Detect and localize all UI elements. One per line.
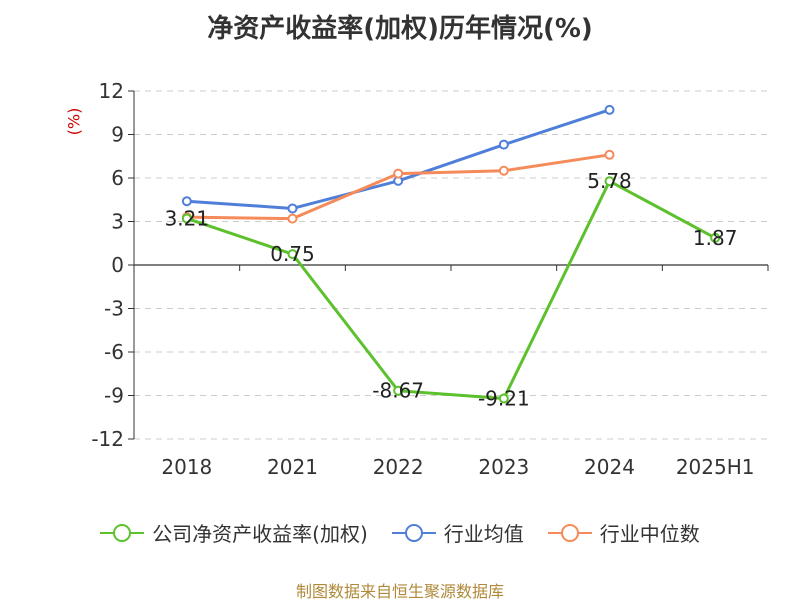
series-line — [186, 179, 716, 401]
data-label: 1.87 — [693, 226, 738, 250]
data-point — [604, 149, 615, 160]
data-point — [181, 196, 192, 207]
legend-line-marker-icon — [100, 523, 145, 542]
data-point — [604, 104, 615, 115]
series-line — [186, 153, 610, 221]
y-tick-label: 0 — [111, 253, 124, 277]
data-label: -8.67 — [372, 379, 424, 403]
data-label: 0.75 — [270, 242, 315, 266]
data-point — [498, 393, 509, 404]
legend-label: 公司净资产收益率(加权) — [152, 522, 368, 546]
y-tick-label: -12 — [91, 427, 124, 451]
data-point — [710, 232, 721, 243]
legend-line-marker-icon — [391, 523, 436, 542]
legend-item-industry-mean[interactable]: 行业均值 — [391, 518, 524, 547]
data-point — [498, 139, 509, 150]
data-point — [393, 385, 404, 396]
legend-item-company-roe[interactable]: 公司净资产收益率(加权) — [100, 518, 368, 547]
y-tick-label: 12 — [99, 79, 124, 103]
line-chart: 12 9 6 3 0 -3 -6 -9 -12 2018 2021 2022 2023 2024 2025H… — [91, 79, 769, 479]
chart-title: 净资产收益率(加权)历年情况(%) — [207, 14, 593, 44]
y-tick-label: 6 — [111, 166, 124, 190]
data-point — [287, 249, 298, 260]
chart-legend: 公司净资产收益率(加权) 行业均值 行业中位数 — [0, 518, 800, 547]
x-tick-label: 2022 — [373, 455, 424, 479]
x-tick-label: 2023 — [478, 455, 529, 479]
x-tick-label: 2021 — [267, 455, 318, 479]
x-tick-label: 2025H1 — [676, 455, 755, 479]
data-point — [498, 165, 509, 176]
y-tick-label: 3 — [111, 210, 124, 234]
data-point — [393, 168, 404, 179]
y-tick-label: -6 — [104, 340, 124, 364]
series-line — [186, 108, 610, 210]
y-tick-label: 9 — [111, 123, 124, 147]
data-point — [181, 213, 192, 224]
x-tick-label: 2024 — [584, 455, 635, 479]
y-tick-label: -9 — [104, 384, 124, 408]
data-point — [287, 213, 298, 224]
legend-label: 行业中位数 — [599, 522, 700, 546]
data-label: 3.21 — [165, 206, 210, 230]
y-tick-label: -3 — [104, 297, 124, 321]
legend-line-marker-icon — [547, 523, 592, 542]
data-label: 5.78 — [587, 169, 632, 193]
data-point — [604, 176, 615, 187]
data-source-note: 制图数据来自恒生聚源数据库 — [295, 582, 504, 601]
x-tick-label: 2018 — [161, 455, 212, 479]
data-point — [287, 203, 298, 214]
legend-item-industry-median[interactable]: 行业中位数 — [547, 518, 700, 547]
data-label: -9.21 — [478, 387, 530, 411]
legend-label: 行业均值 — [443, 522, 524, 546]
